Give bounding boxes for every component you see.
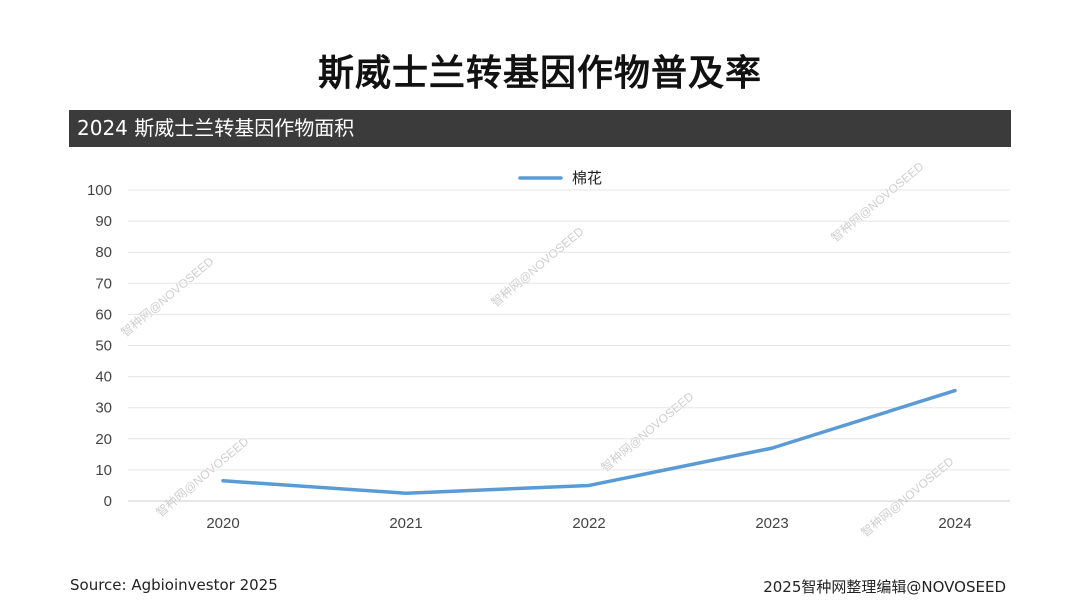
y-tick-label: 90 — [95, 213, 112, 230]
y-tick-label: 50 — [95, 338, 112, 355]
credit-note: 2025智种网整理编辑@NOVOSEED — [763, 578, 1006, 596]
data-point — [953, 389, 957, 393]
y-axis-ticks: 0 10 20 30 40 50 60 70 80 90 100 — [87, 182, 112, 510]
x-tick-label: 2022 — [572, 515, 605, 532]
data-point — [770, 446, 774, 450]
x-axis-ticks: 2020 2021 2022 2023 2024 — [206, 515, 971, 532]
watermark-text: 智种网@NOVOSEED — [828, 158, 927, 244]
series-line — [221, 388, 957, 495]
chart-banner: 2024 斯威士兰转基因作物面积 — [69, 110, 1011, 147]
series-layer — [221, 388, 957, 495]
y-tick-label: 20 — [95, 431, 112, 448]
y-tick-label: 30 — [95, 400, 112, 417]
source-note: Source: Agbioinvestor 2025 — [70, 576, 278, 594]
watermark-text: 智种网@NOVOSEED — [488, 223, 587, 309]
y-tick-label: 10 — [95, 462, 112, 479]
x-tick-label: 2024 — [938, 515, 971, 532]
watermark-text: 智种网@NOVOSEED — [598, 388, 697, 474]
y-tick-label: 0 — [104, 493, 112, 510]
page-title: 斯威士兰转基因作物普及率 — [317, 53, 762, 94]
y-tick-label: 60 — [95, 306, 112, 323]
data-point — [587, 483, 591, 487]
y-tick-label: 40 — [95, 369, 112, 386]
banner-title: 2024 斯威士兰转基因作物面积 — [77, 116, 355, 140]
watermark-text: 智种网@NOVOSEED — [118, 253, 217, 339]
x-tick-label: 2020 — [206, 515, 239, 532]
y-tick-label: 80 — [95, 244, 112, 261]
y-tick-label: 100 — [87, 182, 112, 199]
y-tick-label: 70 — [95, 275, 112, 292]
x-tick-label: 2023 — [755, 515, 788, 532]
legend-label: 棉花 — [572, 169, 602, 187]
grid-layer — [128, 189, 1010, 502]
legend: 棉花 — [518, 169, 602, 187]
data-point — [404, 491, 408, 495]
data-point — [221, 479, 225, 483]
x-tick-label: 2021 — [389, 515, 422, 532]
watermark-text: 智种网@NOVOSEED — [153, 433, 252, 519]
